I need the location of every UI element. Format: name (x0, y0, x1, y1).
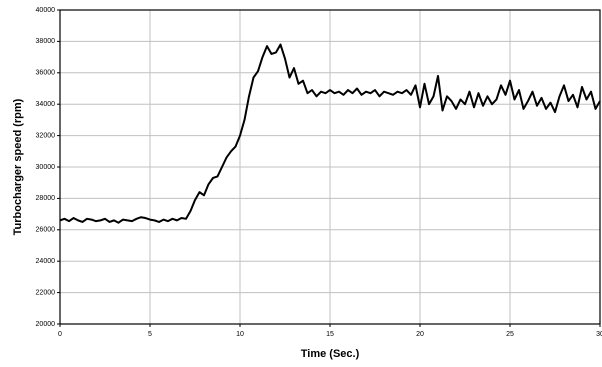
x-tick-label: 20 (416, 331, 424, 338)
y-tick-label: 24000 (36, 258, 56, 265)
y-tick-label: 34000 (36, 101, 56, 108)
y-axis-label: Turbocharger speed (rpm) (12, 98, 24, 235)
x-tick-label: 25 (506, 331, 514, 338)
x-tick-label: 30 (596, 331, 602, 338)
y-tick-label: 20000 (36, 321, 56, 328)
y-tick-label: 30000 (36, 164, 56, 171)
x-tick-label: 5 (148, 331, 152, 338)
y-tick-label: 38000 (36, 38, 56, 45)
plot-frame (59, 9, 601, 325)
x-axis-label: Time (Sec.) (301, 348, 360, 360)
y-tick-label: 26000 (36, 227, 56, 234)
series-line (59, 43, 601, 224)
y-tick-label: 32000 (36, 132, 56, 139)
y-tick-label: 40000 (36, 7, 56, 14)
y-tick-label: 36000 (36, 70, 56, 77)
x-tick-label: 10 (236, 331, 244, 338)
y-tick-label: 22000 (36, 289, 56, 296)
y-tick-label: 28000 (36, 195, 56, 202)
x-tick-label: 0 (58, 331, 62, 338)
x-tick-label: 15 (326, 331, 334, 338)
